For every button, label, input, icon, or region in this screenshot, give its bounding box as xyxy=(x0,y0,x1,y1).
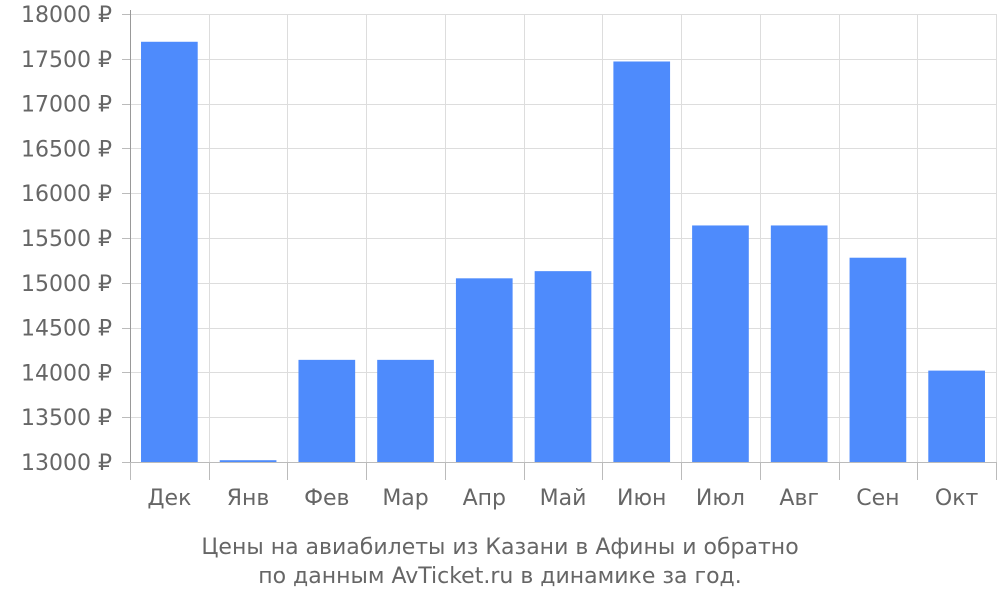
x-tick-label: Июн xyxy=(617,486,666,511)
x-tick-label: Янв xyxy=(227,486,270,511)
bar xyxy=(298,359,356,462)
bar xyxy=(534,271,592,462)
bar xyxy=(377,359,434,462)
bar-chart: 13000 ₽ 13500 ₽ 14000 ₽ 14500 ₽ 15000 ₽ 15500… xyxy=(21,3,997,511)
bar xyxy=(928,370,985,462)
y-tick-label: 15000 ₽ xyxy=(21,272,112,297)
x-tick-label: Окт xyxy=(935,486,979,511)
y-tick-label: 16500 ₽ xyxy=(21,137,112,162)
x-tick-label: Июл xyxy=(696,486,745,511)
bar xyxy=(849,257,907,462)
y-tick-labels: 13000 ₽ 13500 ₽ 14000 ₽ 14500 ₽ 15000 ₽ 15500… xyxy=(21,3,112,476)
chart-caption-line-1: Цены на авиабилеты из Казани в Афины и о… xyxy=(201,535,799,560)
x-tick-label: Мар xyxy=(382,486,428,511)
bar xyxy=(770,225,828,462)
y-tick-label: 16000 ₽ xyxy=(21,182,112,207)
x-tick-label: Фев xyxy=(304,486,349,511)
y-tick-label: 17000 ₽ xyxy=(21,93,112,118)
bar xyxy=(219,460,277,462)
x-tick-label: Апр xyxy=(463,486,506,511)
x-tick-labels: Дек Янв Фев Мар Апр Май Июн Июл Авг Сен Окт xyxy=(147,486,978,511)
x-tick-label: Сен xyxy=(856,486,899,511)
y-tick-label: 13000 ₽ xyxy=(21,451,112,476)
x-tick-label: Авг xyxy=(779,486,819,511)
axes xyxy=(122,10,997,480)
x-tick-label: Май xyxy=(540,486,587,511)
y-tick-label: 18000 ₽ xyxy=(21,3,112,28)
bar xyxy=(141,41,198,462)
x-tick-label: Дек xyxy=(147,486,191,511)
y-tick-label: 13500 ₽ xyxy=(21,406,112,431)
chart-caption-line-2: по данным AvTicket.ru в динамике за год. xyxy=(258,564,742,589)
bar xyxy=(455,278,513,462)
y-tick-label: 15500 ₽ xyxy=(21,227,112,252)
y-tick-label: 14500 ₽ xyxy=(21,317,112,342)
bars xyxy=(141,41,985,462)
y-tick-label: 17500 ₽ xyxy=(21,48,112,73)
y-tick-label: 14000 ₽ xyxy=(21,361,112,386)
bar xyxy=(692,225,749,462)
bar xyxy=(613,61,671,462)
